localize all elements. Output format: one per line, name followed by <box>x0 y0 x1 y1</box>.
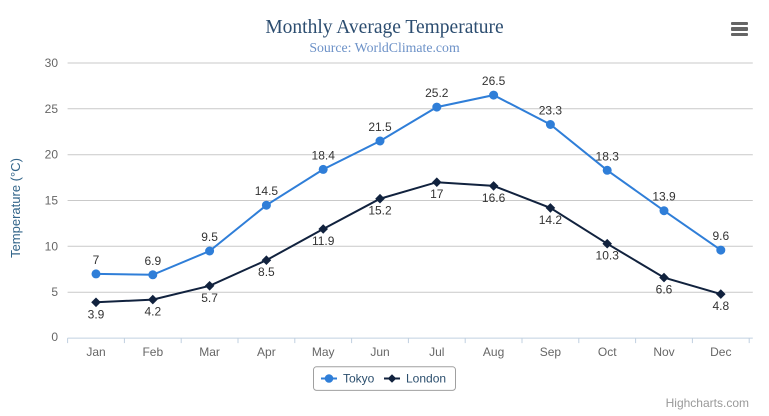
svg-text:8.5: 8.5 <box>258 265 275 279</box>
svg-text:0: 0 <box>51 330 58 344</box>
svg-text:Apr: Apr <box>257 345 276 359</box>
svg-text:6.9: 6.9 <box>144 254 161 268</box>
svg-text:14.2: 14.2 <box>539 213 563 227</box>
svg-text:10: 10 <box>45 239 59 253</box>
svg-text:11.9: 11.9 <box>312 234 335 248</box>
svg-text:20: 20 <box>45 148 59 162</box>
svg-text:9.5: 9.5 <box>201 230 218 244</box>
svg-text:17: 17 <box>430 187 444 201</box>
svg-text:13.9: 13.9 <box>652 190 676 204</box>
svg-text:Jun: Jun <box>370 345 389 359</box>
svg-text:Jan: Jan <box>86 345 105 359</box>
svg-text:Feb: Feb <box>142 345 163 359</box>
svg-text:May: May <box>312 345 335 359</box>
svg-text:Aug: Aug <box>483 345 504 359</box>
svg-text:Nov: Nov <box>653 345 674 359</box>
svg-text:7: 7 <box>93 253 100 267</box>
svg-text:15: 15 <box>45 194 59 208</box>
svg-text:Jul: Jul <box>429 345 444 359</box>
svg-text:10.3: 10.3 <box>596 249 620 263</box>
svg-text:4.8: 4.8 <box>712 299 729 313</box>
svg-text:6.6: 6.6 <box>656 283 673 297</box>
svg-text:9.6: 9.6 <box>712 229 729 243</box>
svg-text:5: 5 <box>51 285 58 299</box>
svg-text:18.4: 18.4 <box>312 148 336 162</box>
svg-text:Mar: Mar <box>199 345 220 359</box>
svg-text:23.3: 23.3 <box>539 104 563 118</box>
svg-text:26.5: 26.5 <box>482 74 506 88</box>
svg-text:Oct: Oct <box>598 345 617 359</box>
svg-text:Dec: Dec <box>710 345 731 359</box>
svg-text:25: 25 <box>45 102 59 116</box>
svg-text:16.6: 16.6 <box>482 191 506 205</box>
svg-text:14.5: 14.5 <box>255 184 279 198</box>
svg-text:Tokyo: Tokyo <box>343 372 375 386</box>
svg-text:15.2: 15.2 <box>368 204 392 218</box>
svg-text:30: 30 <box>45 56 59 70</box>
svg-text:London: London <box>406 372 446 386</box>
svg-text:21.5: 21.5 <box>368 120 392 134</box>
svg-text:Sep: Sep <box>540 345 562 359</box>
svg-text:Temperature (°C): Temperature (°C) <box>8 158 23 258</box>
svg-text:18.3: 18.3 <box>596 149 620 163</box>
svg-text:5.7: 5.7 <box>201 291 218 305</box>
svg-text:3.9: 3.9 <box>88 307 105 321</box>
svg-text:25.2: 25.2 <box>425 86 449 100</box>
svg-text:4.2: 4.2 <box>144 305 161 319</box>
